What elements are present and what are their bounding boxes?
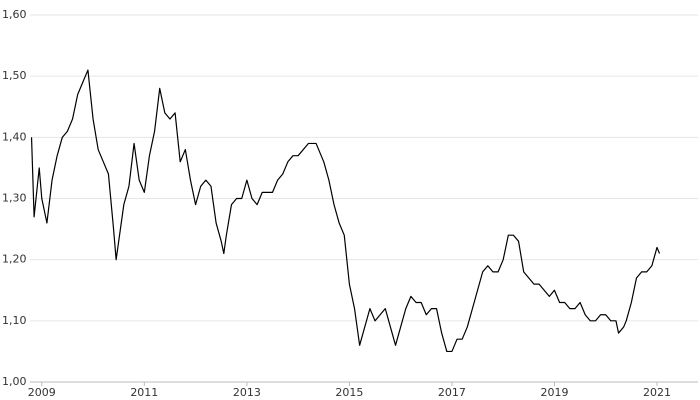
y-tick-label: 1,20 <box>2 253 27 266</box>
price-line <box>30 69 661 353</box>
y-tick-label: 1,00 <box>2 375 27 388</box>
x-tick-label: 2015 <box>335 386 363 399</box>
y-tick-label: 1,50 <box>2 69 27 82</box>
x-tick-label: 2013 <box>233 386 261 399</box>
x-tick-label: 2009 <box>28 386 56 399</box>
x-tick-label: 2019 <box>540 386 568 399</box>
x-tick-label: 2011 <box>130 386 158 399</box>
x-tick-label: 2017 <box>438 386 466 399</box>
y-tick-label: 1,30 <box>2 192 27 205</box>
x-tick-label: 2021 <box>643 386 671 399</box>
y-tick-label: 1,60 <box>2 8 27 21</box>
y-tick-label: 1,10 <box>2 314 27 327</box>
y-tick-label: 1,40 <box>2 130 27 143</box>
